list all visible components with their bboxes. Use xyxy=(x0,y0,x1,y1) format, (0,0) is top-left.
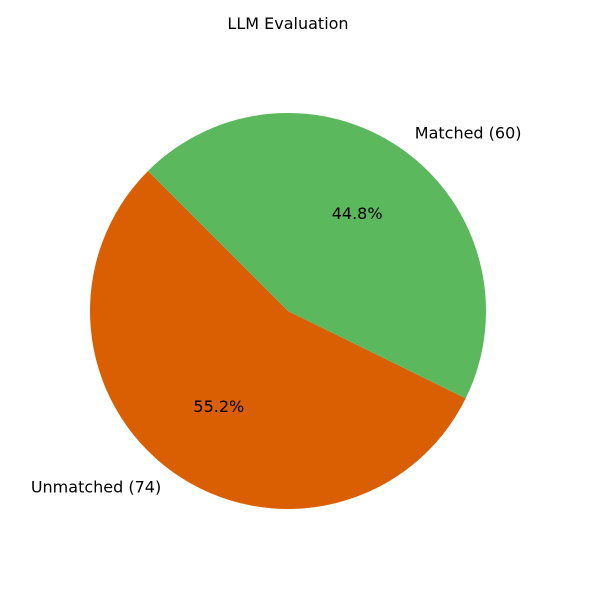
slice-percent-matched: 44.8% xyxy=(332,204,383,223)
pie-labels: Unmatched (74) 55.2% Matched (60) 44.8% xyxy=(31,123,522,496)
slice-label-unmatched: Unmatched (74) xyxy=(31,478,161,497)
pie-slice-unmatched xyxy=(89,170,466,509)
pie-slices xyxy=(89,112,486,509)
pie-slice-matched xyxy=(147,112,486,399)
slice-percent-unmatched: 55.2% xyxy=(193,397,244,416)
chart-title: LLM Evaluation xyxy=(227,14,348,33)
slice-label-matched: Matched (60) xyxy=(415,123,522,142)
